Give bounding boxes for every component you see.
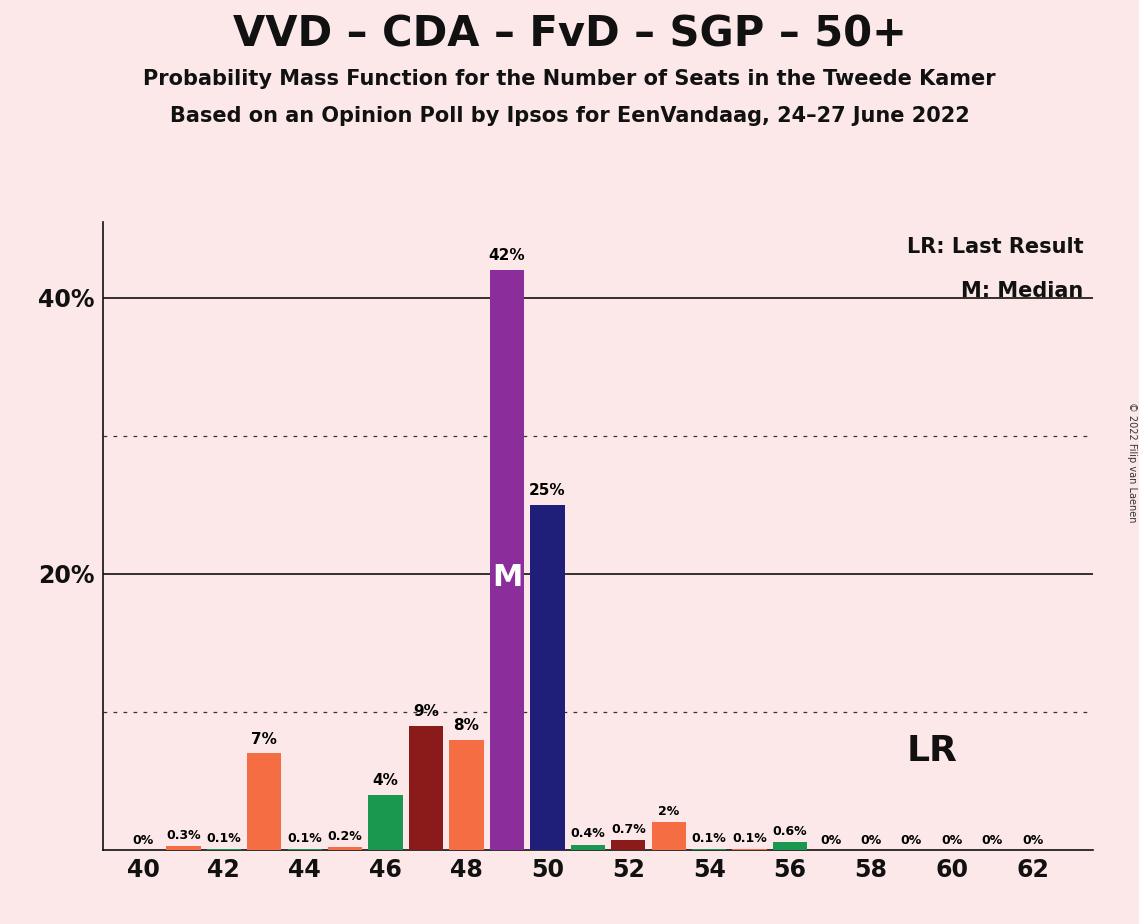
Text: 0%: 0% [901, 834, 923, 847]
Bar [166, 846, 200, 850]
Text: 0.1%: 0.1% [732, 832, 767, 845]
Bar [490, 270, 524, 850]
Text: LR: LR [907, 734, 957, 768]
Bar [328, 847, 362, 850]
Text: 2%: 2% [658, 806, 679, 819]
Text: 0.1%: 0.1% [206, 832, 241, 845]
Text: 0%: 0% [820, 834, 842, 847]
Bar [571, 845, 605, 850]
Bar [693, 849, 727, 850]
Text: 0.4%: 0.4% [571, 827, 605, 841]
Bar [206, 849, 241, 850]
Text: VVD – CDA – FvD – SGP – 50+: VVD – CDA – FvD – SGP – 50+ [232, 14, 907, 55]
Text: 42%: 42% [489, 249, 525, 263]
Text: 0.3%: 0.3% [166, 829, 200, 842]
Text: 0.1%: 0.1% [691, 832, 727, 845]
Bar [247, 753, 281, 850]
Text: 7%: 7% [252, 732, 277, 747]
Text: 0.7%: 0.7% [611, 823, 646, 836]
Text: Probability Mass Function for the Number of Seats in the Tweede Kamer: Probability Mass Function for the Number… [144, 69, 995, 90]
Bar [368, 795, 403, 850]
Bar [287, 849, 322, 850]
Bar [652, 822, 686, 850]
Text: 4%: 4% [372, 773, 399, 788]
Bar [409, 725, 443, 850]
Text: 0%: 0% [1022, 834, 1043, 847]
Text: 9%: 9% [413, 704, 439, 719]
Text: 8%: 8% [453, 718, 480, 733]
Text: 0%: 0% [860, 834, 882, 847]
Text: 0%: 0% [982, 834, 1003, 847]
Bar [450, 739, 484, 850]
Text: © 2022 Filip van Laenen: © 2022 Filip van Laenen [1126, 402, 1137, 522]
Text: 0%: 0% [132, 834, 154, 847]
Text: 0.6%: 0.6% [772, 824, 808, 838]
Bar [531, 505, 565, 850]
Text: M: Median: M: Median [961, 282, 1083, 301]
Bar [732, 849, 767, 850]
Text: 25%: 25% [530, 483, 566, 498]
Bar [773, 842, 808, 850]
Text: Based on an Opinion Poll by Ipsos for EenVandaag, 24–27 June 2022: Based on an Opinion Poll by Ipsos for Ee… [170, 106, 969, 127]
Text: 0%: 0% [941, 834, 962, 847]
Text: M: M [492, 563, 522, 592]
Text: LR: Last Result: LR: Last Result [907, 237, 1083, 258]
Bar [612, 841, 646, 850]
Text: 0.2%: 0.2% [328, 830, 362, 844]
Text: 0.1%: 0.1% [287, 832, 322, 845]
